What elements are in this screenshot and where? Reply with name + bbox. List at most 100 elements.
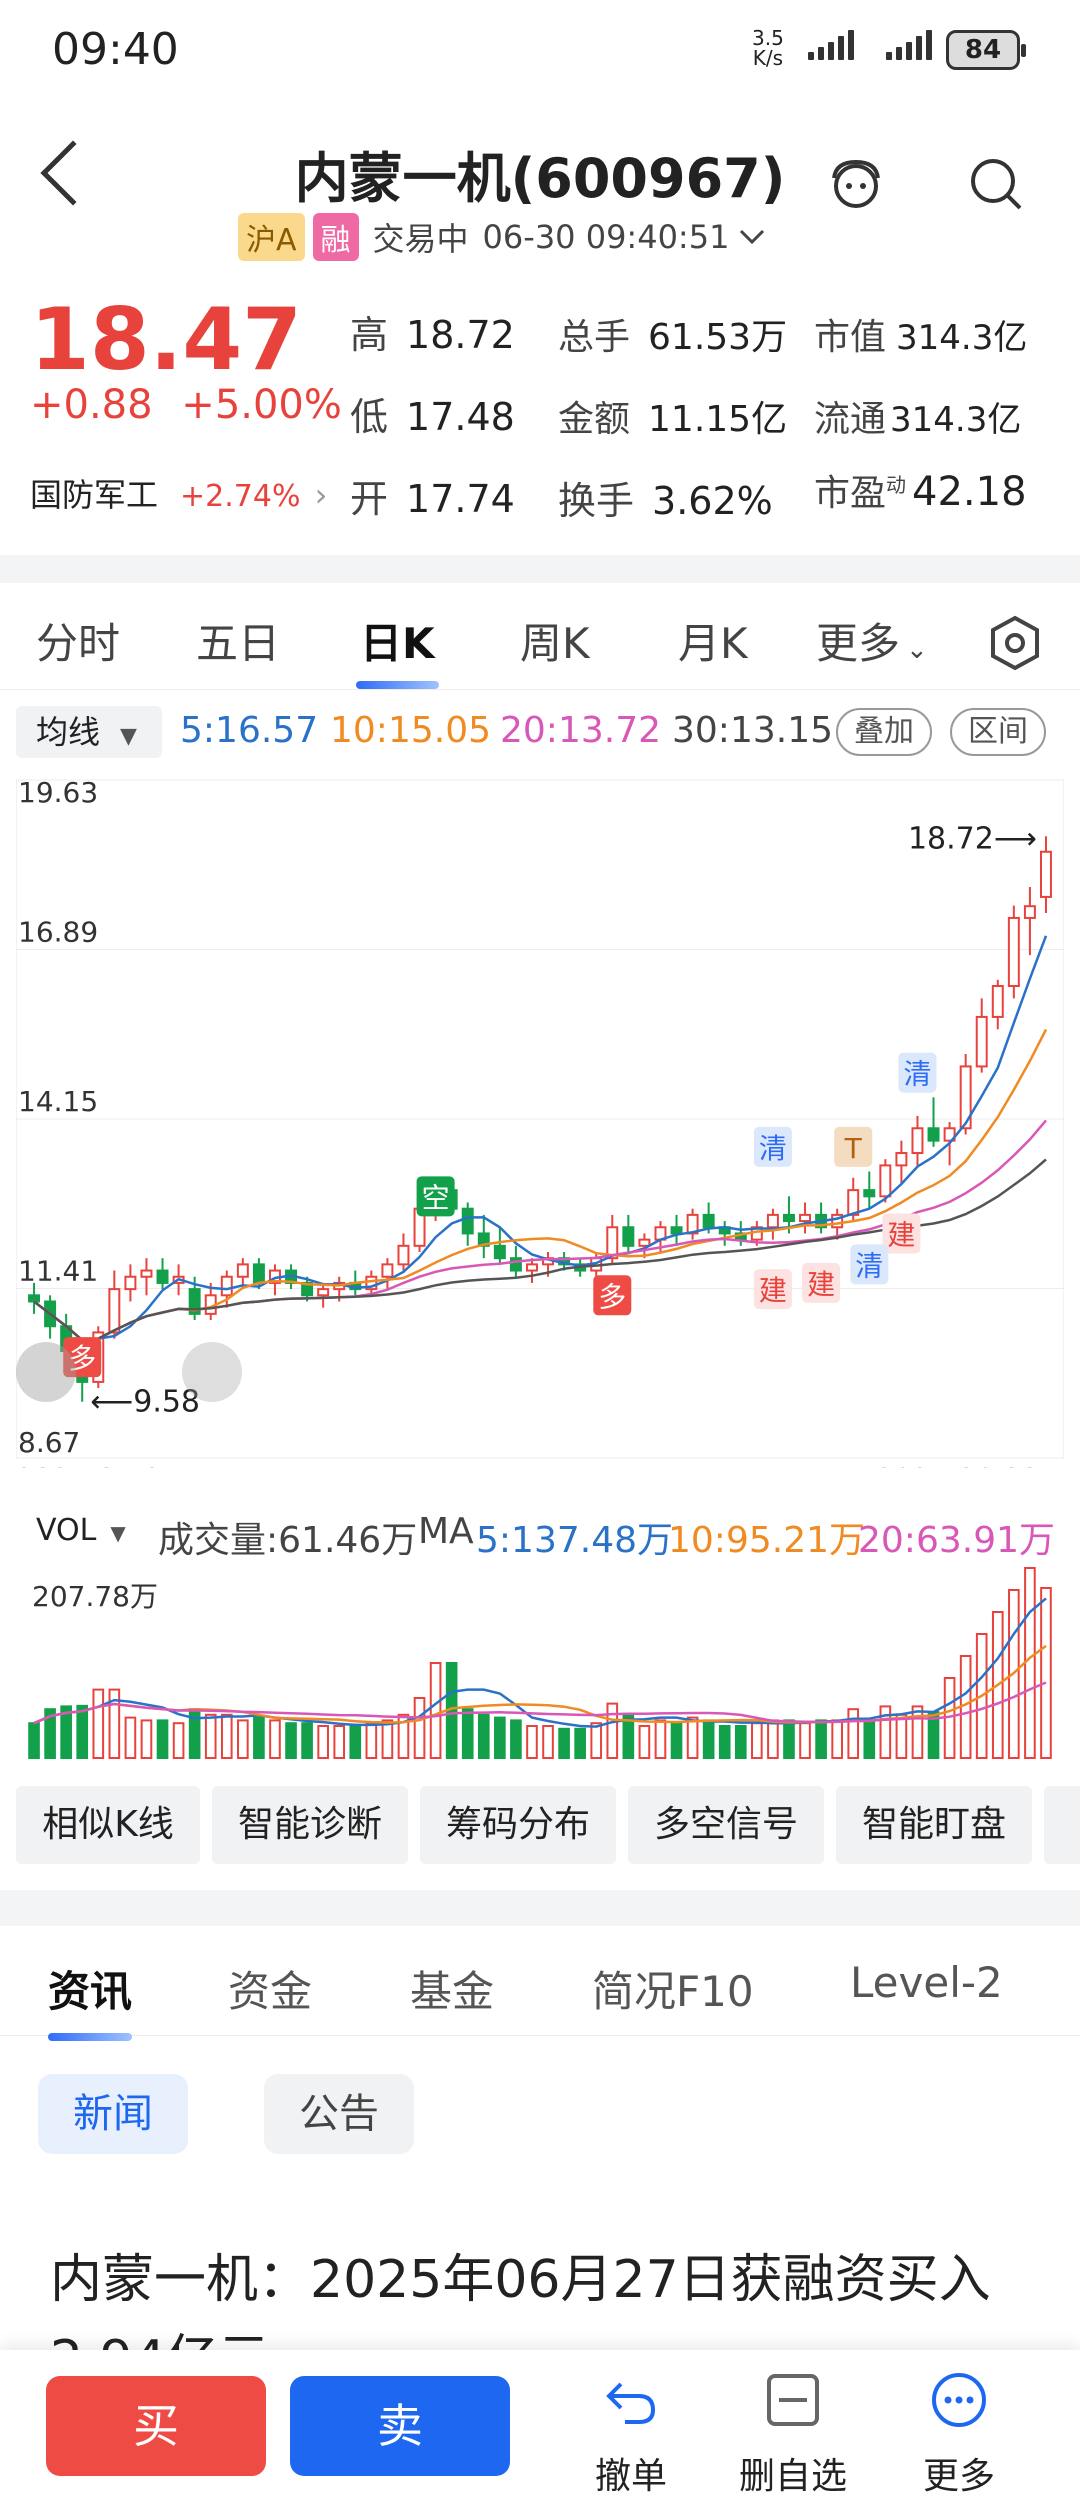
tab-fund[interactable]: 基金 (410, 1967, 495, 2016)
clock: 09:40 (52, 24, 179, 75)
volume-bar (494, 1716, 506, 1760)
candle-body (140, 1269, 153, 1278)
ma10-line (33, 1028, 1048, 1342)
volume-bar (526, 1725, 538, 1759)
signal-icon-2 (886, 30, 932, 60)
tab-monthly-k[interactable]: 月K (678, 619, 748, 668)
date-end: 2025-06-30 (876, 1462, 1039, 1468)
page-title: 内蒙一机(600967) (294, 147, 786, 210)
vol-ma20-line (33, 1681, 1047, 1725)
price-change: +0.88 +5.00% (30, 382, 342, 428)
signal-badge (898, 1052, 937, 1093)
open-value: 17.74 (406, 477, 515, 521)
sell-button[interactable]: 卖 (290, 2376, 510, 2476)
range-button[interactable]: 区间 (950, 708, 1046, 756)
pe-cell: 市盈动 42.18 (814, 469, 1027, 515)
search-icon[interactable] (966, 154, 1026, 214)
tab-news[interactable]: 资讯 (48, 1958, 133, 2041)
indicator-select[interactable]: 均线 ▼ (16, 706, 162, 758)
sector-link[interactable]: 国防军工 +2.74% › (30, 470, 327, 516)
volume-bar (815, 1719, 827, 1759)
candle-body (461, 1207, 474, 1235)
stock-header: 内蒙一机(600967) 沪A 融 交易中 06-30 09:40:51 (0, 110, 1080, 270)
candle-body (638, 1238, 651, 1247)
volume-bar (606, 1702, 619, 1760)
low-value: 17.48 (406, 395, 515, 439)
tab-funds[interactable]: 资金 (228, 1967, 313, 2016)
tab-intraday[interactable]: 分时 (36, 619, 121, 668)
volume-bar (1040, 1587, 1052, 1759)
volume-chart[interactable]: 207.78万 (16, 1508, 1064, 1764)
chevron-right-icon: › (314, 476, 328, 514)
volume-indicator-select[interactable]: VOL ▼ (16, 1507, 148, 1555)
pe-value: 42.18 (912, 469, 1027, 515)
candle-body (381, 1263, 394, 1278)
tab-more[interactable]: 更多 ⌄ (816, 619, 928, 668)
tool-strip: 相似K线 智能诊断 筹码分布 多空信号 智能盯盘 (0, 1782, 1080, 1874)
tool-overflow[interactable] (1044, 1786, 1080, 1864)
chart-settings-icon[interactable] (986, 614, 1044, 672)
volume-bar (44, 1708, 56, 1759)
volume-bar (172, 1722, 185, 1759)
signal-label: 多 (68, 1342, 96, 1375)
net-speed-unit: K/s (752, 46, 784, 70)
volume-bar (124, 1716, 137, 1760)
ma5-line (33, 935, 1048, 1342)
overlay-button[interactable]: 叠加 (836, 708, 932, 756)
turnover-value: 3.62% (652, 479, 773, 523)
volume-bar (879, 1705, 892, 1759)
tool-smart-monitor[interactable]: 智能盯盘 (836, 1786, 1032, 1864)
assistant-icon[interactable] (826, 154, 886, 214)
y-tick-label: 8.67 (18, 1426, 80, 1459)
ma30-value: 30:13.15 (672, 710, 833, 751)
ma5-value: 5:16.57 (180, 710, 319, 751)
undo-icon (606, 2382, 656, 2424)
signal-badge (834, 1126, 873, 1167)
volume-bar (510, 1719, 522, 1759)
candle-body (252, 1263, 265, 1284)
remove-watchlist-button[interactable]: 删自选 (728, 2370, 858, 2499)
high-value: 18.72 (406, 313, 515, 357)
tab-daily-k[interactable]: 日K (356, 610, 439, 689)
candlestick-chart[interactable]: 19.63 16.89 14.15 11.41 8.67 18.72⟶ ⟵9.58 2025-… (16, 768, 1064, 1468)
candle-body (782, 1213, 795, 1223)
vol-ma-prefix: MA (418, 1511, 474, 1552)
candle-body (863, 1189, 876, 1198)
period-tabs: 分时 五日 日K 周K 月K 更多 ⌄ (0, 590, 1080, 690)
tab-five-day[interactable]: 五日 (196, 619, 281, 668)
candle-body (766, 1213, 779, 1229)
tool-chip-distribution[interactable]: 筹码分布 (420, 1786, 616, 1864)
trade-datetime: 06-30 09:40:51 (482, 218, 730, 256)
volume-bar (783, 1719, 795, 1759)
tab-f10[interactable]: 简况F10 (592, 1967, 754, 2016)
candle-body (927, 1127, 940, 1142)
candle-body (975, 1015, 988, 1068)
candle-body (943, 1127, 956, 1142)
candle-body (670, 1226, 683, 1235)
tool-long-short-signal[interactable]: 多空信号 (628, 1786, 824, 1864)
change-percent: +5.00% (181, 382, 342, 428)
volume-bar (381, 1719, 394, 1759)
more-button[interactable]: 更多 (894, 2370, 1024, 2499)
buy-button[interactable]: 买 (46, 2376, 266, 2476)
volume-bar (895, 1713, 908, 1760)
date-start: 2025-04-01 (16, 1462, 179, 1468)
subtab-news[interactable]: 新闻 (38, 2074, 188, 2154)
trade-status-line[interactable]: 沪A 融 交易中 06-30 09:40:51 (238, 213, 767, 261)
tool-similar-k[interactable]: 相似K线 (16, 1786, 200, 1864)
cancel-order-button[interactable]: 撤单 (566, 2370, 696, 2499)
tool-smart-diagnosis[interactable]: 智能诊断 (212, 1786, 408, 1864)
change-value: +0.88 (30, 382, 153, 428)
subtab-announcements[interactable]: 公告 (264, 2074, 414, 2154)
tab-weekly-k[interactable]: 周K (520, 619, 590, 668)
tab-level2[interactable]: Level-2 (850, 1958, 1003, 2007)
news-headline[interactable]: 内蒙一机：2025年06月27日获融资买入2.94亿元 (50, 2250, 991, 2360)
signal-label: 建 (807, 1268, 835, 1301)
volume-bar (156, 1719, 169, 1759)
section-divider (0, 555, 1080, 583)
more-icon (932, 2373, 986, 2427)
candle-body (895, 1152, 908, 1167)
signal-badge (753, 1126, 792, 1167)
bottom-action-bar: 买 卖 撤单 删自选 更多 (0, 2350, 1080, 2504)
signal-badge (882, 1213, 921, 1254)
